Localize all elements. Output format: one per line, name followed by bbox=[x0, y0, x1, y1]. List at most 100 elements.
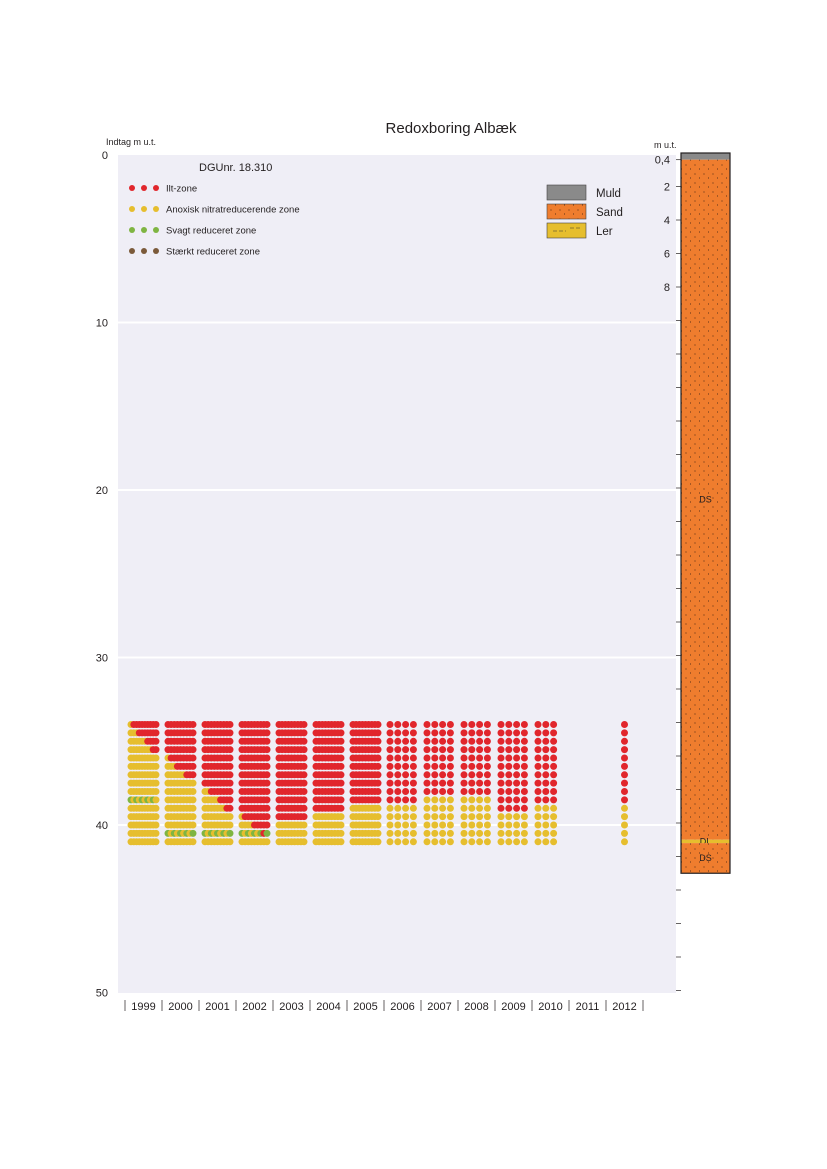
sample-dot bbox=[409, 804, 417, 812]
sample-dot bbox=[423, 829, 431, 837]
sample-dot bbox=[468, 813, 476, 821]
sample-dot bbox=[550, 821, 558, 829]
sample-dot bbox=[189, 754, 197, 762]
sample-dot bbox=[263, 746, 271, 754]
sample-dot bbox=[505, 762, 513, 770]
sample-dot bbox=[226, 813, 234, 821]
sample-dot bbox=[300, 838, 308, 846]
sample-dot bbox=[534, 788, 542, 795]
sample-dot bbox=[439, 771, 447, 779]
sample-dot bbox=[476, 729, 484, 737]
sample-dot bbox=[226, 729, 234, 737]
sample-dot bbox=[152, 838, 160, 846]
sample-dot bbox=[476, 838, 484, 846]
chart-title: Redoxboring Albæk bbox=[386, 120, 517, 137]
sample-dot bbox=[550, 796, 558, 804]
sample-dot bbox=[152, 813, 160, 821]
sample-dot bbox=[402, 746, 410, 754]
sample-dot bbox=[409, 737, 417, 745]
sample-dot bbox=[189, 729, 197, 737]
sample-dot bbox=[497, 754, 505, 762]
borehole-axis-label: m u.t. bbox=[654, 140, 677, 150]
sample-dot bbox=[423, 721, 431, 728]
sample-dot bbox=[513, 771, 521, 779]
sample-dot bbox=[374, 762, 382, 770]
sample-dot bbox=[189, 813, 197, 821]
sample-dot bbox=[505, 804, 513, 812]
sample-dot bbox=[152, 729, 160, 737]
sample-dot bbox=[152, 821, 160, 829]
legend-marker bbox=[153, 206, 159, 212]
sample-dot bbox=[337, 821, 345, 829]
sample-dot bbox=[152, 788, 160, 795]
legend-marker bbox=[153, 227, 159, 233]
sample-dot bbox=[439, 762, 447, 770]
sample-dot bbox=[423, 813, 431, 821]
sample-dot bbox=[402, 762, 410, 770]
borehole-tick-label: 0,4 bbox=[655, 155, 670, 167]
sample-dot bbox=[152, 721, 160, 728]
sample-dot bbox=[550, 813, 558, 821]
sample-dot bbox=[263, 829, 271, 837]
sample-dot bbox=[476, 721, 484, 728]
sample-dot bbox=[431, 729, 439, 737]
sample-dot bbox=[534, 838, 542, 846]
legend-marker bbox=[129, 227, 135, 233]
sample-dot bbox=[409, 771, 417, 779]
sample-dot bbox=[431, 796, 439, 804]
borehole-tick-label: 8 bbox=[664, 282, 670, 294]
plot-area bbox=[118, 155, 676, 993]
sample-dot bbox=[446, 821, 454, 829]
sample-dot bbox=[621, 771, 628, 779]
sample-dot bbox=[423, 788, 431, 795]
sample-dot bbox=[402, 721, 410, 728]
sample-dot bbox=[460, 746, 468, 754]
sample-dot bbox=[534, 779, 542, 787]
sample-dot bbox=[505, 821, 513, 829]
sample-dot bbox=[189, 762, 197, 770]
sample-dot bbox=[386, 762, 394, 770]
sample-dot bbox=[263, 754, 271, 762]
sample-dot bbox=[152, 737, 160, 745]
sample-dot bbox=[402, 821, 410, 829]
sample-dot bbox=[460, 771, 468, 779]
sample-dot bbox=[423, 762, 431, 770]
sample-dot bbox=[542, 829, 550, 837]
sample-dot bbox=[189, 796, 197, 804]
x-tick-label: 2007 bbox=[427, 1001, 451, 1013]
sample-dot bbox=[374, 737, 382, 745]
sample-dot bbox=[439, 788, 447, 795]
sample-dot bbox=[476, 821, 484, 829]
sample-dot bbox=[520, 813, 528, 821]
sample-dot bbox=[534, 762, 542, 770]
sample-dot bbox=[152, 771, 160, 779]
sample-dot bbox=[520, 804, 528, 812]
sample-dot bbox=[423, 804, 431, 812]
sample-dot bbox=[337, 754, 345, 762]
sample-dot bbox=[431, 838, 439, 846]
sample-dot bbox=[513, 821, 521, 829]
sample-dot bbox=[423, 779, 431, 787]
sample-dot bbox=[409, 821, 417, 829]
sample-dot bbox=[337, 796, 345, 804]
sample-dot bbox=[468, 796, 476, 804]
legend-marker bbox=[129, 185, 135, 191]
sample-dot bbox=[505, 729, 513, 737]
sample-dot bbox=[476, 796, 484, 804]
sample-dot bbox=[513, 813, 521, 821]
layer-label: DS bbox=[699, 495, 712, 505]
sample-dot bbox=[520, 821, 528, 829]
sample-dot bbox=[423, 838, 431, 846]
sample-dot bbox=[431, 829, 439, 837]
x-tick-label: 2010 bbox=[538, 1001, 562, 1013]
sample-dot bbox=[446, 762, 454, 770]
sample-dot bbox=[505, 788, 513, 795]
sample-dot bbox=[300, 779, 308, 787]
sample-dot bbox=[460, 796, 468, 804]
sample-dot bbox=[409, 779, 417, 787]
sample-dot bbox=[550, 737, 558, 745]
sample-dot bbox=[621, 729, 628, 737]
sample-dot bbox=[226, 838, 234, 846]
sample-dot bbox=[534, 737, 542, 745]
sample-dot bbox=[460, 788, 468, 795]
